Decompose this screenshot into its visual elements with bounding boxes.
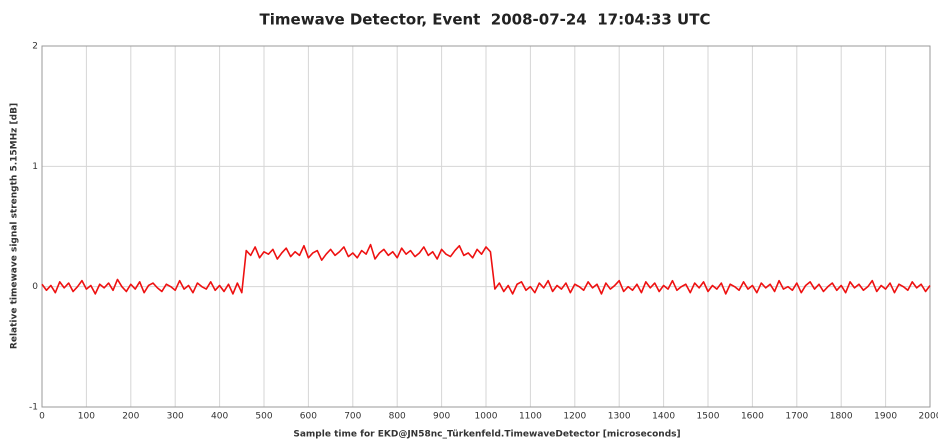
x-tick-label: 900	[433, 412, 450, 422]
x-tick-label: 100	[78, 412, 95, 422]
x-tick-label: 400	[211, 412, 228, 422]
x-tick-label: 200	[122, 412, 139, 422]
y-tick-label: 0	[32, 282, 38, 292]
y-axis-label: Relative timewave signal strength 5.15MH…	[10, 103, 20, 349]
data-line	[41, 243, 931, 295]
x-tick-label: 1400	[652, 412, 675, 422]
x-axis-label: Sample time for EKD@JN58nc_Türkenfeld.Ti…	[293, 430, 680, 440]
plot-frame	[41, 45, 931, 408]
x-tick-label: 1700	[785, 412, 808, 422]
chart-title: Timewave Detector, Event 2008-07-24 17:0…	[260, 11, 711, 29]
x-tick-label: 800	[389, 412, 406, 422]
x-tick-label: 600	[300, 412, 317, 422]
x-tick-label: 0	[39, 412, 45, 422]
x-tick-label: 500	[255, 412, 272, 422]
x-tick-label: 1500	[697, 412, 720, 422]
x-tick-label: 1800	[830, 412, 853, 422]
x-tick-label: 1100	[519, 412, 542, 422]
y-tick-label: -1	[29, 403, 38, 413]
x-tick-label: 1900	[874, 412, 897, 422]
y-tick-label: 2	[32, 42, 38, 52]
x-tick-label: 700	[344, 412, 361, 422]
x-tick-label: 300	[167, 412, 184, 422]
x-tick-label: 1300	[608, 412, 631, 422]
y-tick-label: 1	[32, 162, 38, 172]
x-tick-label: 1200	[563, 412, 586, 422]
x-tick-label: 1600	[741, 412, 764, 422]
x-tick-label: 2000	[919, 412, 938, 422]
x-tick-label: 1000	[475, 412, 498, 422]
